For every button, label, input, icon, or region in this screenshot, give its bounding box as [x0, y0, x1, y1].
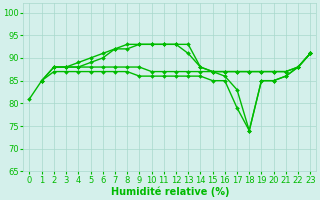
X-axis label: Humidité relative (%): Humidité relative (%)	[111, 186, 229, 197]
